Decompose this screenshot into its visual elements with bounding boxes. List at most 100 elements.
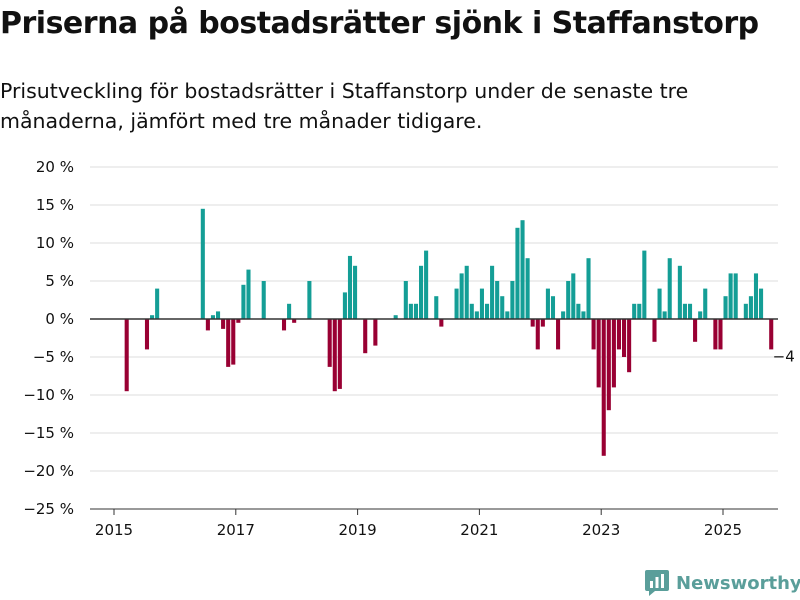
bar [474, 311, 479, 319]
bar [632, 303, 637, 319]
bar [469, 303, 474, 319]
bar [743, 303, 748, 319]
bar [550, 296, 556, 319]
bar [439, 319, 444, 327]
x-tick-label: 2017 [217, 521, 255, 539]
bar [413, 303, 419, 319]
bar [698, 311, 703, 319]
brand-name: Newsworthy [676, 572, 800, 594]
bar [484, 303, 490, 319]
bar [510, 281, 515, 319]
bar [728, 273, 733, 319]
bar [616, 319, 621, 350]
chart-subtitle: Prisutveckling för bostadsrätter i Staff… [0, 79, 689, 133]
bar [662, 311, 667, 319]
y-tick-label: −15 % [23, 424, 74, 442]
bar [363, 319, 368, 354]
y-axis-ticks: 20 % 15 % 10 % 5 % 0 % −5 % −10 % −15 % −20 % −25… [23, 158, 74, 518]
bar [490, 265, 495, 319]
bar [622, 319, 627, 357]
bar [606, 319, 611, 411]
bar [540, 319, 545, 327]
y-tick-label: 20 % [36, 158, 74, 176]
x-tick-label: 2019 [339, 521, 377, 539]
bar [769, 319, 774, 350]
bar [246, 269, 251, 319]
bar [393, 315, 398, 319]
bar [210, 315, 216, 319]
bar [677, 265, 682, 319]
bar [464, 265, 469, 319]
bar [687, 303, 693, 319]
bar [200, 208, 205, 319]
bar [205, 319, 210, 331]
y-tick-label: −25 % [23, 500, 74, 518]
bar [500, 296, 505, 319]
bar [241, 284, 246, 319]
bar [596, 319, 601, 388]
last-value-label: −4 % [773, 347, 800, 365]
bar [505, 311, 510, 319]
bar [576, 303, 581, 319]
bar [231, 319, 236, 365]
bar [703, 288, 708, 319]
bar [495, 281, 500, 319]
bar [124, 319, 129, 392]
bar [459, 273, 464, 319]
bar [454, 288, 459, 319]
bar [627, 319, 632, 373]
bar [403, 281, 408, 319]
bar [566, 281, 571, 319]
bar [408, 303, 413, 319]
bar [601, 319, 606, 456]
brand-logo: Newsworthy [644, 566, 800, 600]
chart-title: Priserna på bostadsrätter sjönk i Staffa… [0, 6, 759, 41]
bar [342, 292, 347, 319]
bar [424, 250, 429, 319]
bar [535, 319, 540, 350]
gridlines [90, 166, 778, 510]
y-tick-label: −10 % [23, 386, 74, 404]
bar [216, 311, 221, 319]
bar [667, 258, 672, 319]
bar [479, 288, 484, 319]
bar [347, 255, 353, 319]
bar [581, 311, 586, 319]
bar [150, 315, 155, 319]
bar [236, 319, 241, 323]
bar [307, 281, 312, 319]
x-axis: 2015 2017 2019 2021 2023 2025 [90, 508, 778, 539]
bar [434, 296, 439, 319]
bar [287, 303, 292, 319]
bar [281, 319, 287, 331]
y-tick-label: 15 % [36, 196, 74, 214]
bar [637, 303, 642, 319]
bar [611, 319, 616, 388]
bar [586, 258, 591, 319]
bar [419, 265, 424, 319]
bar [221, 319, 226, 329]
bar [652, 319, 657, 342]
bar [327, 319, 332, 367]
x-tick-label: 2023 [582, 521, 620, 539]
y-tick-label: 5 % [45, 272, 74, 290]
bar [718, 319, 723, 350]
bar [144, 319, 150, 350]
bar [520, 220, 525, 319]
y-tick-label: 10 % [36, 234, 74, 252]
bar [292, 319, 297, 323]
bar [571, 273, 576, 319]
x-tick-label: 2015 [95, 521, 133, 539]
bar [657, 288, 662, 319]
bar [515, 227, 520, 319]
bar [591, 319, 596, 350]
bars [124, 208, 774, 456]
bar [261, 281, 266, 319]
y-tick-label: −20 % [23, 462, 74, 480]
bar [693, 319, 698, 342]
bar [545, 288, 550, 319]
bar [642, 250, 647, 319]
bar [556, 319, 561, 350]
bar [713, 319, 718, 350]
